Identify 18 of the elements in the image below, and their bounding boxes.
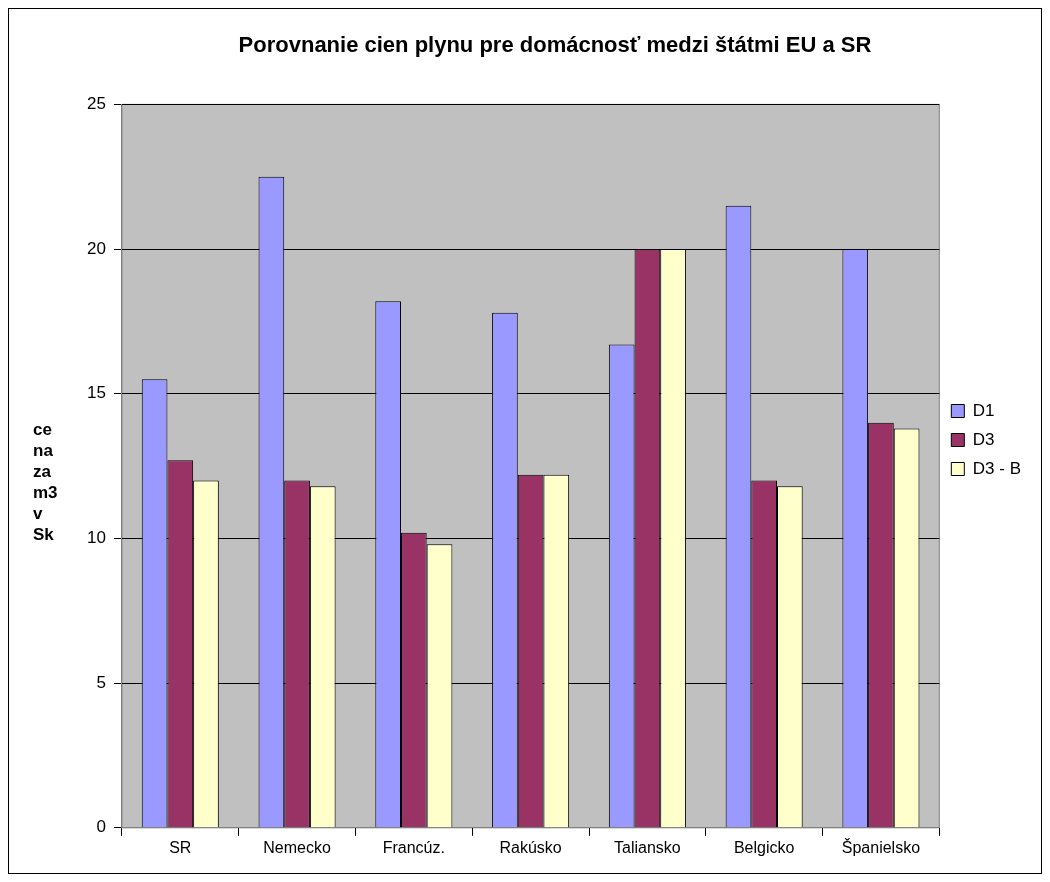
legend-label: D3 (972, 429, 995, 449)
x-tick-label: Francúz. (382, 838, 445, 856)
x-tick-label: Rakúsko (499, 838, 562, 856)
y-tick-label: 5 (96, 672, 106, 692)
y-tick-label: 20 (86, 238, 106, 258)
y-tick-label: 0 (96, 817, 106, 837)
y-tick-label: 10 (86, 528, 106, 548)
legend-label: D3 - B (972, 458, 1022, 478)
x-tick-label: SR (169, 838, 192, 856)
x-tick-label: Taliansko (614, 838, 681, 856)
chart-title: Porovnanie cien plynu pre domácnosť medzi štátmi EU a SR (238, 32, 872, 58)
y-tick-label: 25 (86, 94, 106, 114)
x-tick-label: Nemecko (263, 838, 331, 856)
x-tick-label: Belgicko (733, 838, 795, 856)
x-tick-label: Španielsko (841, 837, 921, 856)
y-axis-title: ce na za m3 v Sk (33, 419, 58, 545)
y-tick-label: 15 (86, 383, 106, 403)
legend-label: D1 (972, 400, 995, 420)
